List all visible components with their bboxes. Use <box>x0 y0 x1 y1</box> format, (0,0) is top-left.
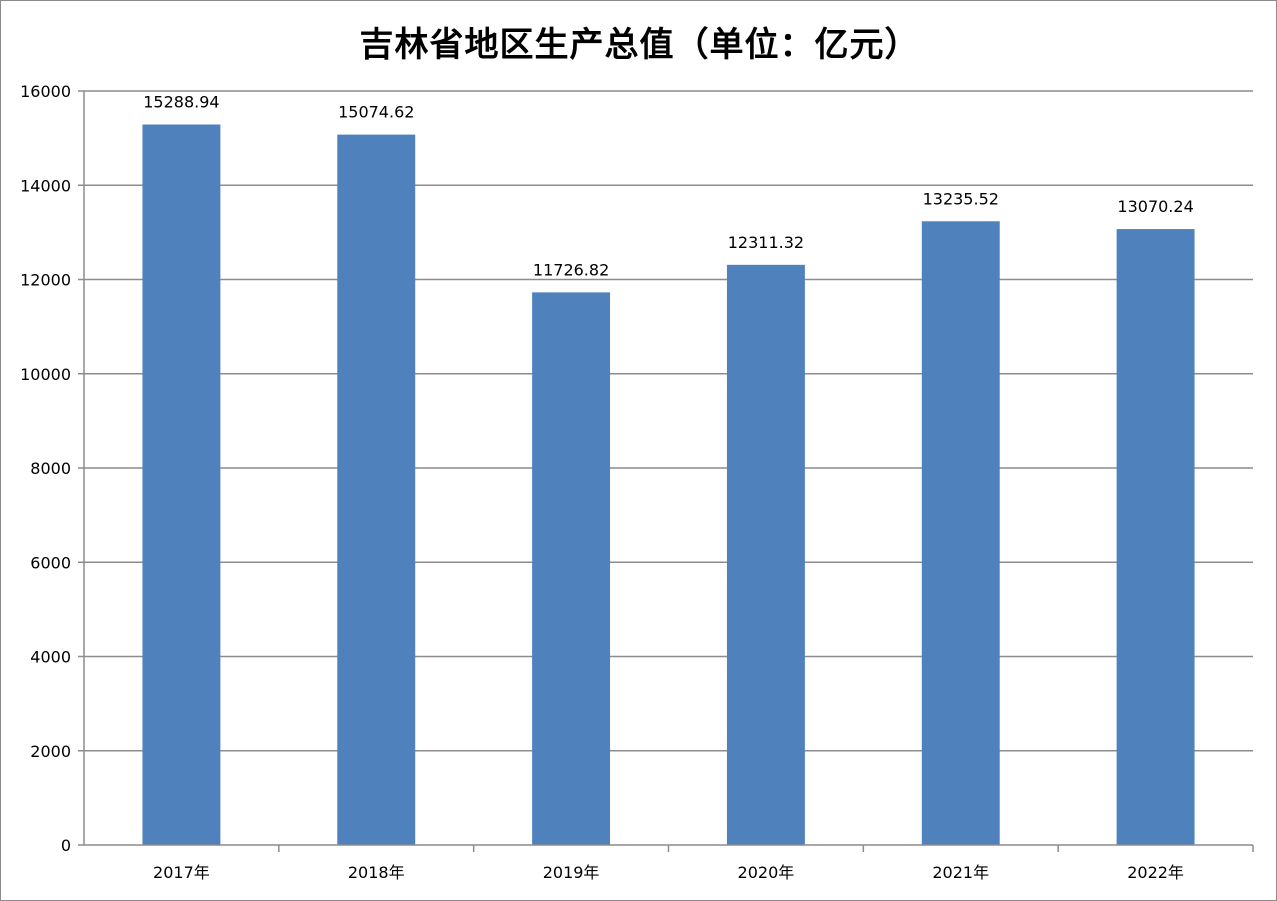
data-label: 13235.52 <box>923 189 999 208</box>
bar <box>921 221 1000 845</box>
bar <box>726 264 805 845</box>
bar <box>532 292 611 845</box>
data-label: 11726.82 <box>533 260 609 279</box>
gridlines <box>84 90 1253 752</box>
y-tick-label: 12000 <box>20 271 71 290</box>
y-tick-label: 2000 <box>30 742 71 761</box>
bar <box>337 134 416 846</box>
data-label: 15288.94 <box>143 93 219 112</box>
data-label: 15074.62 <box>338 103 414 122</box>
x-tick-label: 2017年 <box>153 863 210 882</box>
y-tick-label: 10000 <box>20 365 71 384</box>
y-tick-label: 16000 <box>20 82 71 101</box>
y-tick-label: 4000 <box>30 648 71 667</box>
labels: 0 2000 4000 6000 8000 10000 12000 14000 16000 152… <box>20 82 1194 882</box>
y-tick-label: 14000 <box>20 176 71 195</box>
x-tick-label: 2021年 <box>932 863 989 882</box>
x-tick-label: 2020年 <box>738 863 795 882</box>
bar <box>142 124 221 845</box>
y-tick-label: 0 <box>61 836 71 855</box>
data-label: 13070.24 <box>1117 197 1193 216</box>
y-tick-label: 6000 <box>30 553 71 572</box>
bar <box>1116 229 1195 845</box>
y-tick-label: 8000 <box>30 459 71 478</box>
chart-title: 吉林省地区生产总值（单位：亿元） <box>359 25 920 65</box>
data-label: 12311.32 <box>728 233 804 252</box>
x-tick-label: 2022年 <box>1127 863 1184 882</box>
x-tick-label: 2018年 <box>348 863 405 882</box>
x-tick-label: 2019年 <box>543 863 600 882</box>
axes <box>78 90 1254 852</box>
bars <box>142 124 1195 846</box>
